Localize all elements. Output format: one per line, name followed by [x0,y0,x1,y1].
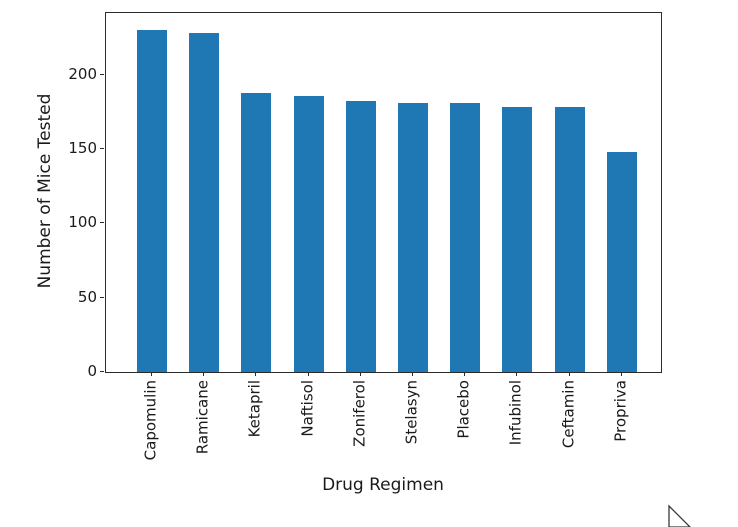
bar-zoniferol [345,101,376,372]
bar-ketapril [241,93,272,372]
y-tick-mark [100,371,104,372]
x-tick-mark [568,372,570,376]
x-tick-mark [359,372,361,376]
y-tick-label-200: 200 [68,65,97,83]
y-tick-mark [100,74,104,75]
x-tick-label-placebo: Placebo [454,380,473,439]
x-tick-mark [151,372,152,376]
x-tick-mark [307,372,309,376]
x-tick-label-propriva: Propriva [611,380,630,442]
x-tick-mark [412,372,413,376]
x-tick-mark [255,372,257,376]
x-tick-label-stelasyn: Stelasyn [402,380,421,445]
bar-placebo [450,103,481,372]
bar-infubinol [502,107,533,372]
plot-area [105,12,662,373]
y-axis-label: Number of Mice Tested [35,93,55,289]
x-tick-label-naftisol: Naftisol [298,380,317,437]
bar-propriva [606,152,637,372]
bar-ceftamin [554,107,585,372]
x-tick-mark [516,372,518,376]
x-tick-label-capomulin: Capomulin [141,380,160,461]
arrow-cursor-icon [668,504,691,527]
x-tick-mark [620,372,622,376]
x-tick-label-ketapril: Ketapril [245,380,264,438]
bar-ramicane [189,33,220,372]
y-tick-label-50: 50 [77,288,97,306]
x-tick-label-infubinol: Infubinol [506,380,525,446]
x-tick-label-ramicane: Ramicane [193,380,212,455]
y-tick-mark [100,148,104,149]
y-tick-label-0: 0 [87,362,97,380]
x-tick-label-zoniferol: Zoniferol [350,380,369,447]
y-tick-label-150: 150 [68,139,97,157]
bar-capomulin [137,30,167,372]
x-tick-mark [464,372,466,376]
bar-stelasyn [398,103,428,372]
x-tick-label-ceftamin: Ceftamin [559,380,578,449]
bar-naftisol [293,96,324,372]
y-tick-mark [100,222,104,223]
y-tick-label-100: 100 [68,213,97,231]
x-tick-mark [203,372,205,376]
x-axis-label: Drug Regimen [322,475,444,495]
y-tick-mark [100,297,104,298]
